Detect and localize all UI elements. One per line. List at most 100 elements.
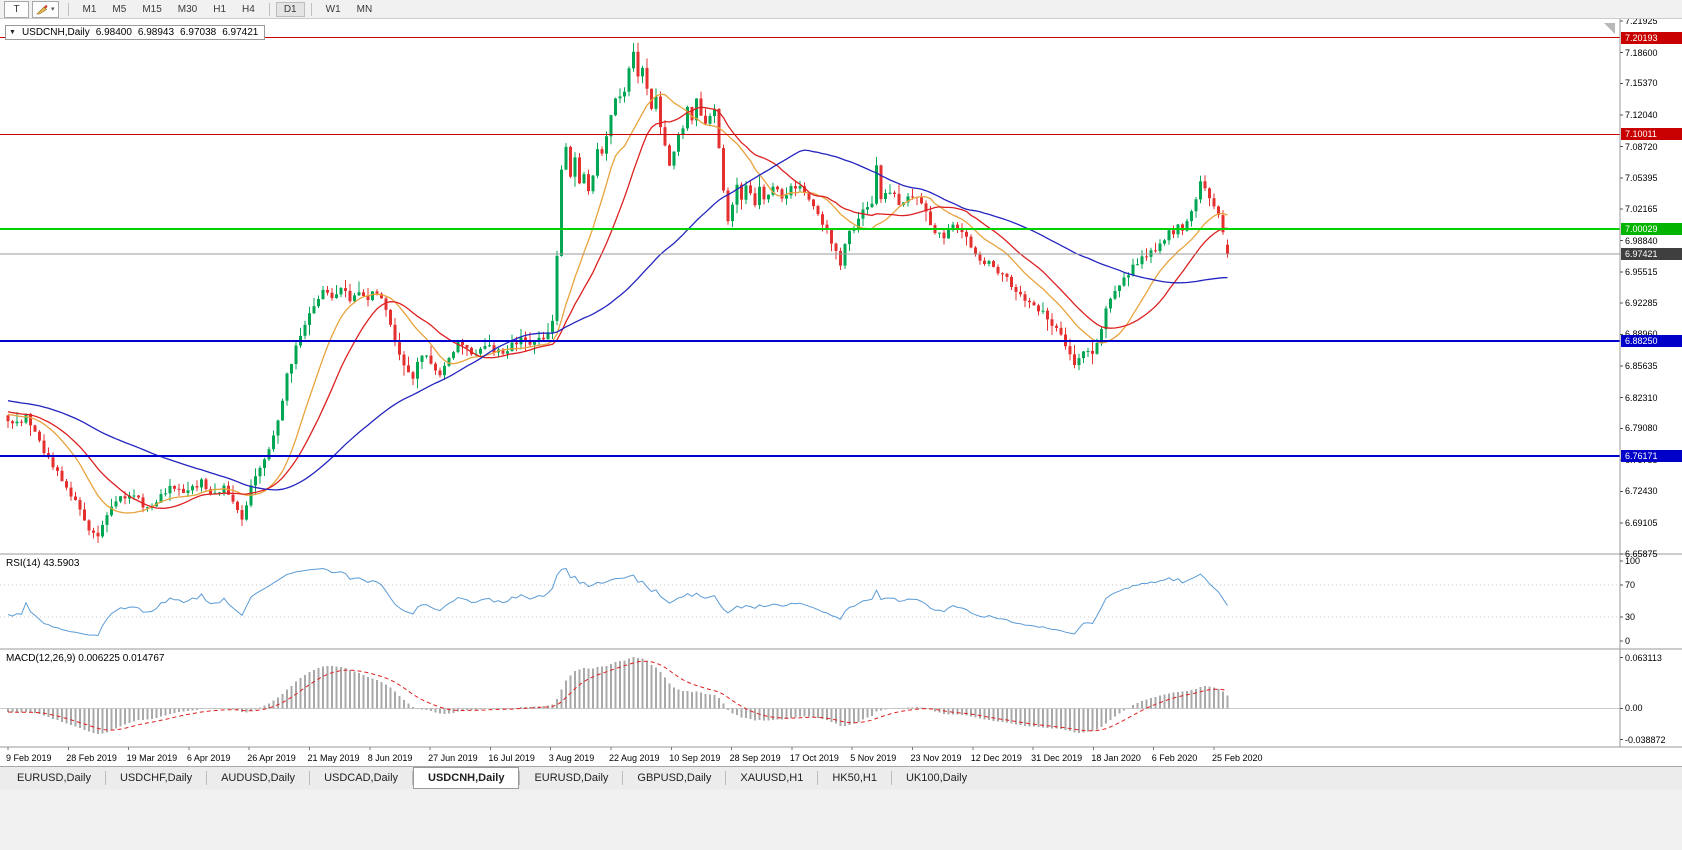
- macd-signal-line: [7, 660, 1228, 732]
- time-axis-label: 23 Nov 2019: [910, 753, 962, 763]
- close-value: 6.97421: [222, 27, 259, 38]
- symbol-timeframe-label: USDCNH,Daily: [21, 27, 90, 38]
- support-price-tag: 6.88250: [1621, 335, 1682, 348]
- chart-region: ▼ USDCNH,Daily 6.98400 6.98943 6.97038 6…: [0, 16, 1682, 766]
- low-value: 6.97038: [180, 27, 217, 38]
- time-axis-label: 18 Jan 2020: [1091, 753, 1141, 763]
- time-axis-label: 5 Nov 2019: [850, 753, 897, 763]
- pivot-price-tag: 7.00029: [1621, 223, 1682, 236]
- time-axis-label: 10 Sep 2019: [669, 753, 721, 763]
- timeframe-toolbar: T ▾ M1 M5 M15 M30 H1 H4 D1 W1 MN: [0, 0, 1682, 19]
- price-axis-tick: 7.08720: [1625, 141, 1658, 152]
- time-axis-label: 28 Sep 2019: [729, 753, 781, 763]
- ohlc-info-box: ▼ USDCNH,Daily 6.98400 6.98943 6.97038 6…: [5, 25, 266, 40]
- ma-21-line: [7, 106, 1228, 509]
- timeframe-button-d1[interactable]: D1: [275, 1, 305, 17]
- price-axis-tick: 6.82310: [1625, 392, 1658, 403]
- time-axis-label: 28 Feb 2019: [66, 753, 117, 763]
- rsi-line: [7, 567, 1228, 636]
- text-tool-button[interactable]: T: [4, 0, 29, 18]
- toolbar-separator: [310, 2, 312, 16]
- rsi-axis-tick: 0: [1625, 636, 1631, 646]
- time-axis-label: 16 Jul 2019: [488, 753, 535, 763]
- tab-separator: [519, 771, 521, 785]
- chart-tab-hk50-h1[interactable]: HK50,H1: [832, 772, 877, 784]
- rsi-axis-tick: 70: [1625, 580, 1636, 590]
- tab-separator: [206, 771, 208, 785]
- candles-group: [6, 42, 1229, 543]
- timeframe-button-mn[interactable]: MN: [356, 3, 373, 15]
- tab-separator: [622, 771, 624, 785]
- macd-axis-tick: 0.063113: [1625, 652, 1662, 663]
- price-axis-tick: 7.21925: [1625, 16, 1658, 27]
- tab-separator: [412, 771, 414, 785]
- timeframe-button-m30[interactable]: M30: [177, 3, 198, 15]
- chart-tab-usdcad-daily[interactable]: USDCAD,Daily: [324, 772, 399, 784]
- price-axis-tick: 6.98840: [1625, 235, 1658, 246]
- status-bar: [0, 789, 1682, 850]
- price-axis-tick: 7.18600: [1625, 47, 1658, 58]
- price-axis-tick: 6.92285: [1625, 297, 1658, 308]
- price-axis-tick: 7.05395: [1625, 173, 1658, 184]
- resistance-price-tag: 7.20193: [1621, 31, 1682, 44]
- open-value: 6.98400: [95, 27, 132, 38]
- time-axis-label: 6 Feb 2020: [1151, 753, 1198, 763]
- time-axis-label: 9 Feb 2019: [6, 753, 52, 763]
- chart-tab-usdchf-daily[interactable]: USDCHF,Daily: [119, 772, 193, 784]
- time-axis-label: 22 Aug 2019: [609, 753, 660, 763]
- price-axis-tick: 6.79080: [1625, 423, 1658, 434]
- chart-tab-uk100-daily[interactable]: UK100,Daily: [905, 772, 968, 784]
- time-axis-label: 26 Apr 2019: [247, 753, 296, 763]
- price-axis-tick: 7.12040: [1625, 110, 1658, 121]
- time-axis-label: 25 Feb 2020: [1212, 753, 1263, 763]
- macd-axis-tick: -0.038872: [1625, 734, 1666, 745]
- ma-13-line: [7, 93, 1228, 514]
- toolbar-separator: [67, 2, 69, 16]
- crayon-tool-button[interactable]: ▾: [32, 0, 59, 18]
- current-price-tag: 6.97421: [1621, 247, 1682, 260]
- time-axis-label: 21 May 2019: [307, 753, 360, 763]
- chart-tab-eurusd-daily[interactable]: EURUSD,Daily: [17, 772, 91, 784]
- chart-tab-eurusd-daily[interactable]: EURUSD,Daily: [534, 772, 609, 784]
- crayon-icon: [36, 5, 48, 15]
- timeframe-button-h1[interactable]: H1: [213, 3, 227, 15]
- time-axis-label: 6 Apr 2019: [186, 753, 231, 763]
- plot-background: [0, 19, 1682, 766]
- rsi-axis-tick: 30: [1625, 612, 1636, 622]
- time-axis-label: 17 Oct 2019: [789, 753, 839, 763]
- chart-shift-indicator-icon[interactable]: [1604, 23, 1615, 34]
- price-axis-tick: 6.88960: [1625, 329, 1658, 339]
- timeframe-button-m15[interactable]: M15: [142, 3, 162, 15]
- resistance-price-tag: 7.10011: [1621, 128, 1682, 141]
- macd-histogram: [7, 657, 1229, 734]
- timeframe-button-h4[interactable]: H4: [242, 3, 255, 15]
- tab-separator: [309, 771, 311, 785]
- chart-canvas[interactable]: [0, 19, 1682, 766]
- chart-tab-usdcnh-daily[interactable]: USDCNH,Daily: [413, 767, 520, 789]
- macd-axis-tick: 0.00: [1625, 703, 1643, 714]
- timeframe-button-m5[interactable]: M5: [112, 3, 127, 15]
- chart-tab-audusd-daily[interactable]: AUDUSD,Daily: [221, 772, 296, 784]
- timeframe-button-m1[interactable]: M1: [82, 3, 97, 15]
- price-axis-tick: 6.69105: [1625, 518, 1658, 529]
- price-axis-tick: 7.02165: [1625, 203, 1658, 214]
- chart-tab-xauusd-h1[interactable]: XAUUSD,H1: [740, 772, 804, 784]
- tab-separator: [890, 771, 892, 785]
- support-price-tag: 6.76171: [1621, 449, 1682, 462]
- tab-separator: [817, 771, 819, 785]
- timeframe-button-w1[interactable]: W1: [325, 3, 341, 15]
- price-axis-tick: 6.95515: [1625, 267, 1658, 278]
- collapse-arrow-icon[interactable]: ▼: [9, 29, 16, 36]
- tab-separator: [725, 771, 727, 785]
- chart-tab-gbpusd-daily[interactable]: GBPUSD,Daily: [637, 772, 712, 784]
- price-axis-tick: 6.85635: [1625, 360, 1658, 371]
- timeframe-buttons: M1 M5 M15 M30 H1 H4 D1 W1 MN: [75, 1, 381, 17]
- rsi-axis-tick: 100: [1625, 556, 1641, 566]
- macd-indicator-label: MACD(12,26,9) 0.006225 0.014767: [6, 653, 165, 664]
- time-axis-label: 31 Dec 2019: [1031, 753, 1083, 763]
- time-axis-label: 19 Mar 2019: [126, 753, 178, 763]
- chevron-down-icon: ▾: [51, 6, 55, 13]
- time-axis-label: 27 Jun 2019: [428, 753, 478, 763]
- price-axis-tick: 6.72430: [1625, 486, 1658, 497]
